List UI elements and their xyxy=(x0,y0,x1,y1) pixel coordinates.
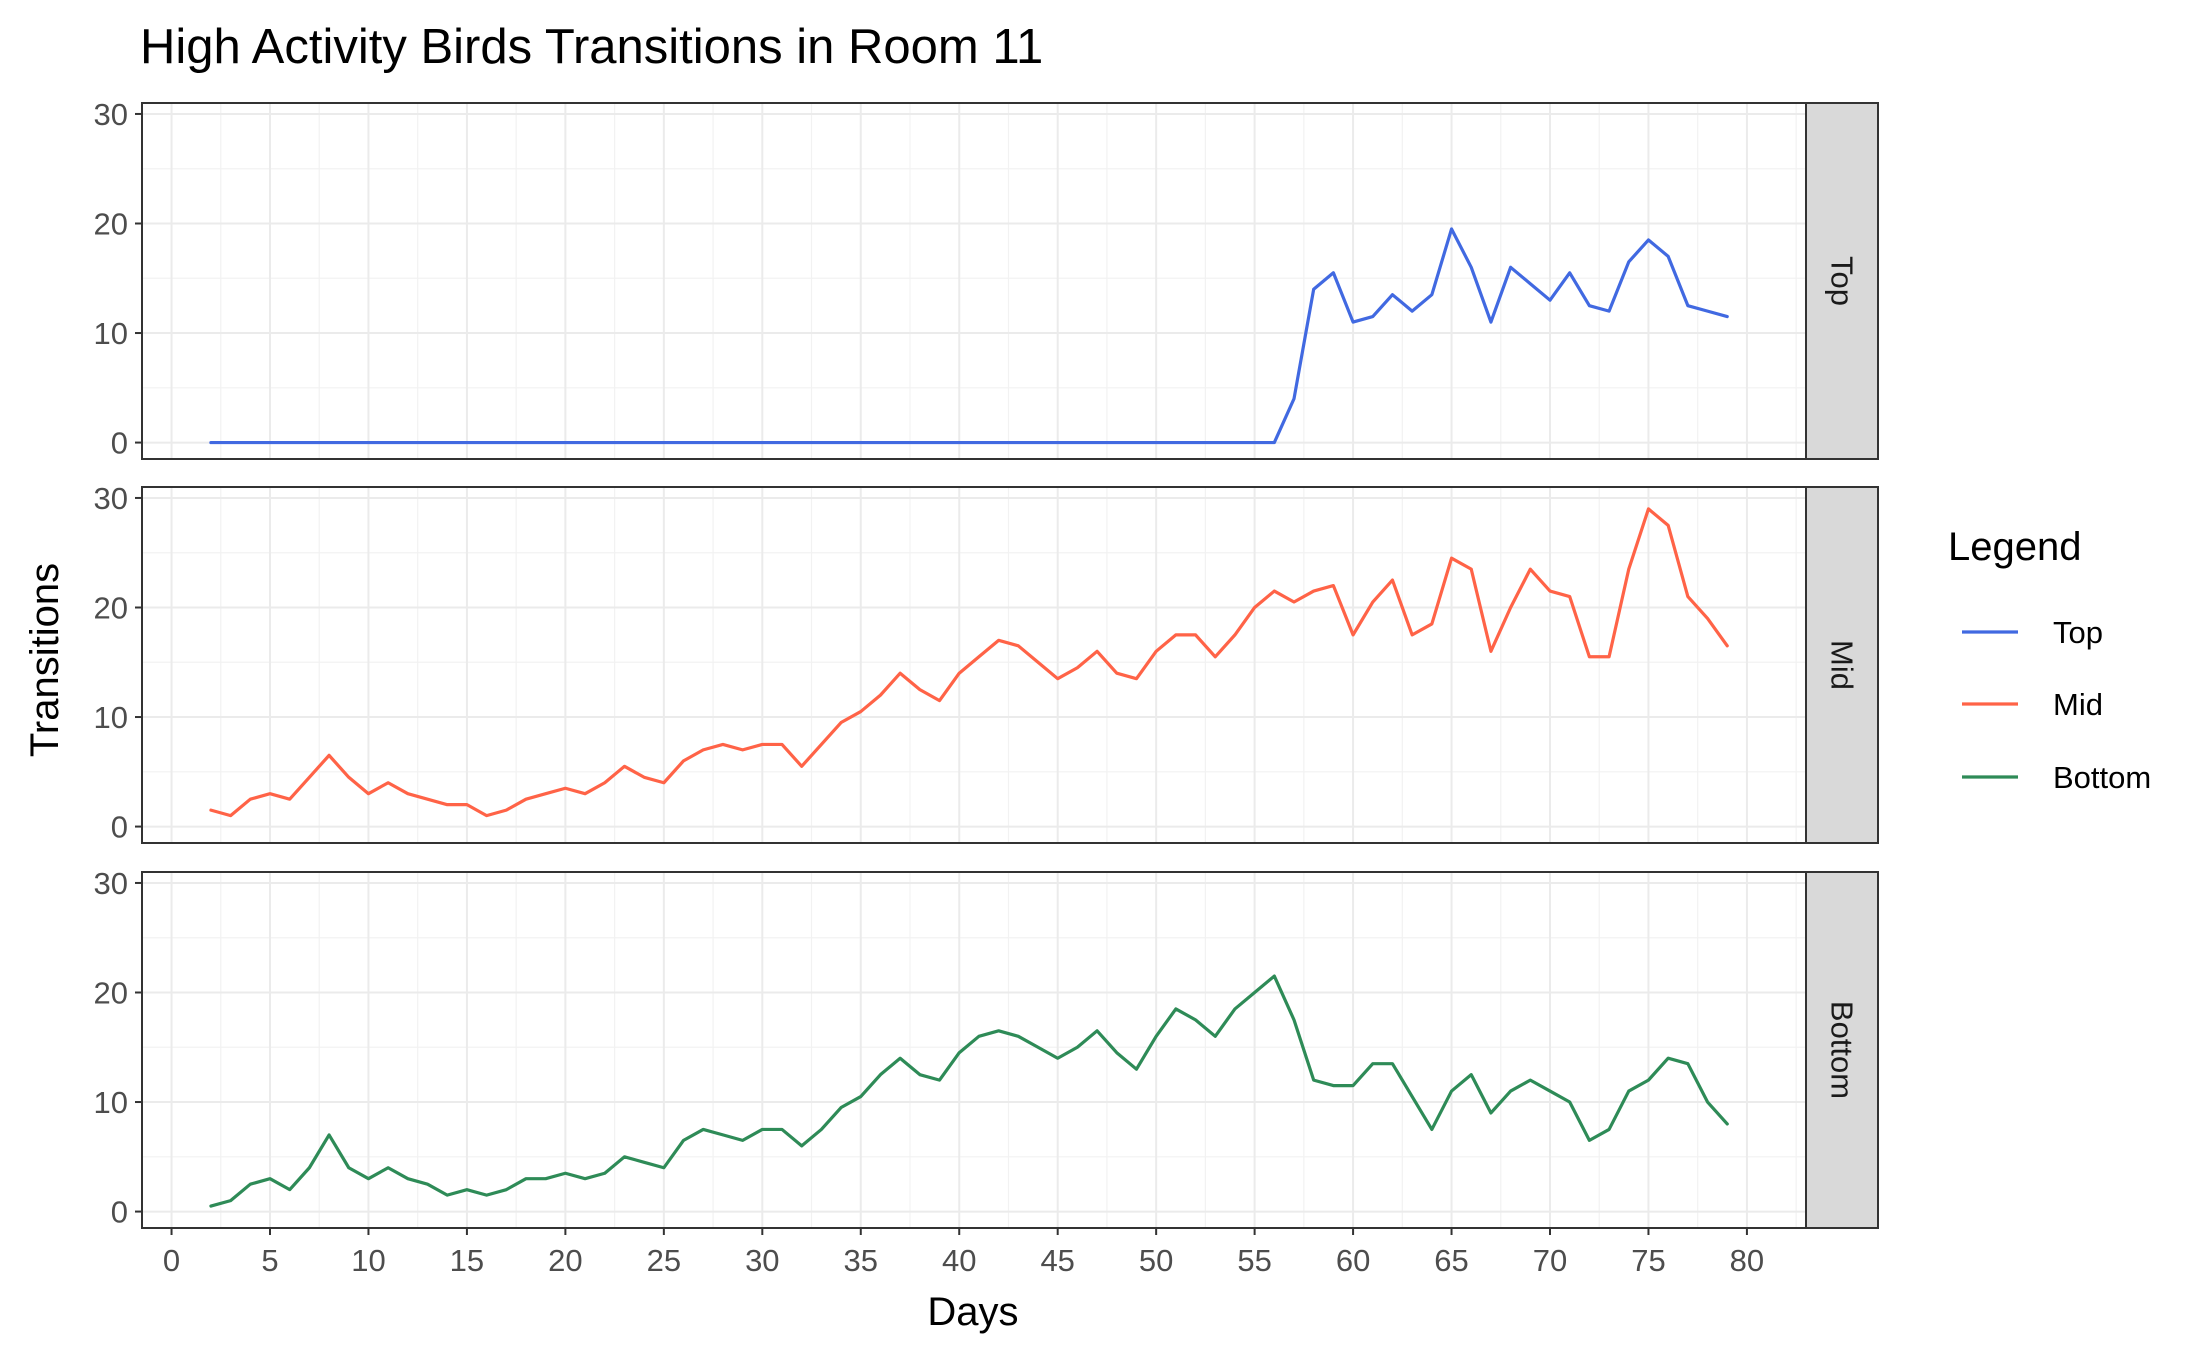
x-tick-label: 30 xyxy=(745,1243,779,1278)
x-tick-label: 70 xyxy=(1533,1243,1567,1278)
facet-strip-label: Mid xyxy=(1825,640,1860,690)
facet-strip xyxy=(1805,871,1879,1229)
x-tick-label: 40 xyxy=(942,1243,976,1278)
panel-background xyxy=(142,487,1806,843)
series-line-mid xyxy=(209,507,1729,818)
x-tick-label: 45 xyxy=(1040,1243,1074,1278)
x-tick-label: 0 xyxy=(163,1243,180,1278)
y-tick-label: 0 xyxy=(111,810,128,845)
x-tick-label: 20 xyxy=(548,1243,582,1278)
y-tick-label: 10 xyxy=(94,700,128,735)
x-tick-label: 35 xyxy=(844,1243,878,1278)
legend: Legend Top Mid Bottom xyxy=(1948,525,2151,795)
facet-strip-label: Top xyxy=(1825,256,1860,306)
x-axis-title: Days xyxy=(927,1290,1018,1334)
facet-panel-top: 0 10 20 30 Top xyxy=(94,97,1879,461)
facet-panel-bottom: 0 10 20 30 Bottom xyxy=(94,866,1879,1230)
y-tick-label: 10 xyxy=(94,1085,128,1120)
legend-label-top: Top xyxy=(2053,615,2103,650)
x-tick-label: 25 xyxy=(647,1243,681,1278)
y-tick-label: 30 xyxy=(94,866,128,901)
y-axis-title: Transitions xyxy=(23,563,67,757)
y-tick-label: 20 xyxy=(94,206,128,241)
legend-label-mid: Mid xyxy=(2053,687,2103,722)
x-tick-label: 75 xyxy=(1631,1243,1665,1278)
facet-strip-label: Bottom xyxy=(1825,1001,1860,1099)
y-tick-label: 20 xyxy=(94,975,128,1010)
y-tick-label: 0 xyxy=(111,426,128,461)
y-tick-label: 30 xyxy=(94,97,128,132)
x-tick-label: 60 xyxy=(1336,1243,1370,1278)
x-tick-label: 55 xyxy=(1237,1243,1271,1278)
legend-title: Legend xyxy=(1948,525,2081,569)
facet-strip xyxy=(1805,102,1879,460)
facet-strip xyxy=(1805,486,1879,844)
series-line-bottom xyxy=(209,974,1729,1208)
facet-panel-mid: 0 10 20 30 Mid xyxy=(94,481,1879,845)
x-tick-label: 15 xyxy=(450,1243,484,1278)
y-tick-label: 30 xyxy=(94,481,128,516)
x-tick-label: 80 xyxy=(1730,1243,1764,1278)
series-line-top xyxy=(209,227,1729,445)
x-axis: 0 5 10 15 20 25 30 35 40 45 50 55 60 65 70 75 80 xyxy=(163,1228,1764,1278)
y-tick-label: 20 xyxy=(94,590,128,625)
panel-background xyxy=(142,872,1806,1228)
facet-panels: 0 10 20 30 Top 0 10 20 30 Mid 0 10 20 30 Bottom xyxy=(94,97,1879,1230)
x-tick-label: 50 xyxy=(1139,1243,1173,1278)
chart-title: High Activity Birds Transitions in Room … xyxy=(140,20,1043,74)
y-tick-label: 0 xyxy=(111,1195,128,1230)
legend-label-bottom: Bottom xyxy=(2053,760,2151,795)
x-tick-label: 5 xyxy=(261,1243,278,1278)
y-tick-label: 10 xyxy=(94,316,128,351)
panel-background xyxy=(142,103,1806,459)
x-tick-label: 65 xyxy=(1434,1243,1468,1278)
x-tick-label: 10 xyxy=(351,1243,385,1278)
